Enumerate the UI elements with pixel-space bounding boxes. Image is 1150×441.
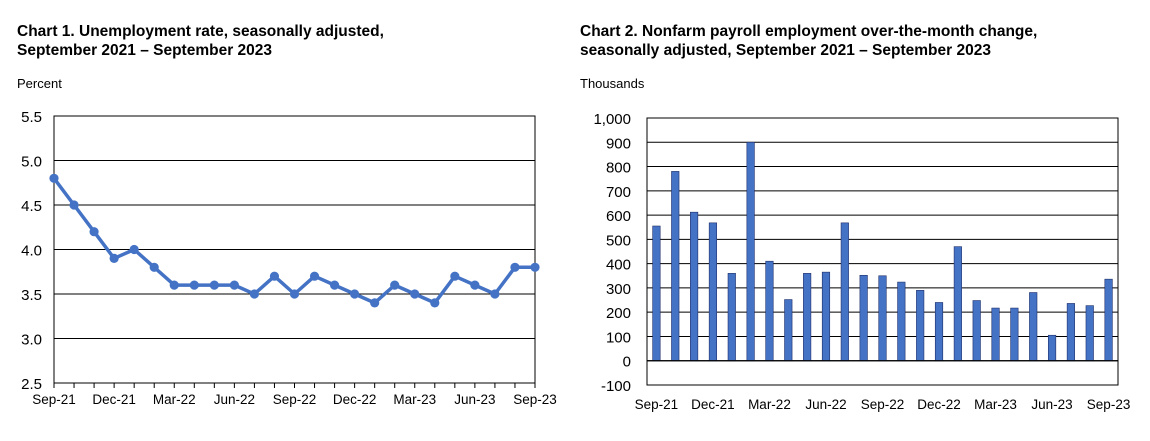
chart2-unit-label: Thousands [580,76,645,91]
chart1-data-point [370,298,380,308]
chart2-y-tick-label: 1,000 [593,111,631,128]
chart2-title-line-1: Chart 2. Nonfarm payroll employment over… [580,23,1038,40]
chart2-bar [784,299,793,362]
chart1-data-point [450,271,460,281]
chart1-x-tick-label: Mar-22 [153,392,196,407]
chart2-y-tick-label: 200 [606,305,631,322]
chart2-y-tick-label: 800 [606,160,631,177]
chart2-bar [878,275,887,362]
chart2-bar [821,271,831,362]
chart1-data-point [350,289,360,299]
chart1-data-point [390,280,400,290]
chart2-bar [1066,303,1075,362]
chart2-bar [916,290,925,362]
chart1-x-tick-label: Mar-23 [393,392,436,407]
chart2-y-tick-label: 0 [623,354,631,371]
chart1-data-point [530,262,540,272]
chart1-title-line-2: September 2021 – September 2023 [17,42,273,59]
chart1-y-tick-label: 5.5 [21,109,42,126]
chart1-x-tick-label: Sep-23 [513,392,557,407]
chart2-bar [859,274,868,362]
chart1-data-point [269,271,280,281]
chart2-y-tick-label: 300 [606,281,631,298]
chart2-bar [1029,292,1038,362]
chart1-y-tick-label: 3.5 [21,287,42,304]
chart2-bar [1010,307,1019,362]
chart1-data-point [129,244,139,255]
chart1-data-point [490,289,500,299]
chart1-y-tick-label: 4.5 [21,198,42,215]
chart2-bar [765,260,774,362]
chart2-bar [897,281,906,362]
chart2-bar [708,222,718,362]
chart2-x-tick-label: Sep-21 [635,397,679,412]
chart2-x-tick-label: Mar-22 [748,397,791,412]
chart2-bar [652,225,661,362]
chart2-x-tick-label: Dec-22 [917,397,961,412]
chart1-data-point [329,280,340,290]
chart1-data-point [209,280,219,290]
chart2-bar [727,273,736,362]
chart2-bar [671,171,680,362]
chart1-data-point [309,271,320,281]
chart2-bar [803,273,812,362]
chart1-y-tick-label: 4.0 [21,243,42,260]
chart2-y-tick-label: 900 [606,135,631,152]
chart1-data-point [69,200,79,210]
chart2-bar [1047,334,1057,362]
chart2-bar [953,246,962,362]
chart1-data-point [189,280,199,290]
chart2-y-tick-label: 100 [606,329,631,346]
chart2-bar [1104,278,1113,362]
chart1-y-tick-label: 3.0 [21,332,42,349]
chart1-data-point [410,289,420,299]
chart1-title: Chart 1. Unemployment rate, seasonally a… [17,22,384,60]
chart2-bar [746,141,755,362]
chart2-y-tick-label: 400 [606,257,631,274]
chart2-bar [690,211,699,362]
chart1-x-tick-label: Sep-22 [273,392,317,407]
chart1-x-tick-label: Dec-22 [333,392,377,407]
chart2-bar [1085,305,1094,362]
chart1-x-tick-label: Dec-21 [92,392,136,407]
chart1-unit-label: Percent [17,76,62,91]
chart1-data-point [109,253,119,263]
chart1-data-point [430,298,440,308]
chart1-data-point [49,173,59,183]
chart1-data-point [149,262,159,272]
chart2-plot-frame [646,117,1119,386]
chart1-data-point [249,289,260,299]
chart1-y-tick-label: 5.0 [21,154,42,171]
chart1-data-point [229,280,239,290]
chart1-data-point [169,280,179,290]
chart2-title: Chart 2. Nonfarm payroll employment over… [580,22,1037,60]
chart1-x-tick-label: Sep-21 [32,392,76,407]
chart2-x-tick-label: Dec-21 [691,397,735,412]
chart2-bar [934,302,944,362]
chart1-data-point [510,262,520,272]
chart2-bar [840,222,849,362]
chart1-x-tick-label: Jun-23 [454,392,495,407]
chart1-data-point [89,227,99,237]
chart2-x-tick-label: Jun-22 [805,397,846,412]
chart1-data-point [289,289,300,299]
chart2-bar [972,300,981,362]
chart1-title-line-1: Chart 1. Unemployment rate, seasonally a… [17,23,384,40]
chart1-y-tick-label: 2.5 [21,376,42,393]
chart2-x-tick-label: Jun-23 [1031,397,1072,412]
chart2-x-tick-label: Mar-23 [974,397,1017,412]
chart1-x-tick-label: Jun-22 [214,392,255,407]
chart1-data-point [470,280,480,290]
chart2-y-tick-label: 500 [606,232,631,249]
chart2-x-tick-label: Sep-22 [861,397,905,412]
chart2-y-tick-label: -100 [601,378,631,395]
chart2-x-tick-label: Sep-23 [1087,397,1131,412]
chart2-bar [991,307,1000,362]
chart2-y-tick-label: 700 [606,184,631,201]
chart2-y-tick-label: 600 [606,208,631,225]
chart2-title-line-2: seasonally adjusted, September 2021 – Se… [580,42,991,59]
